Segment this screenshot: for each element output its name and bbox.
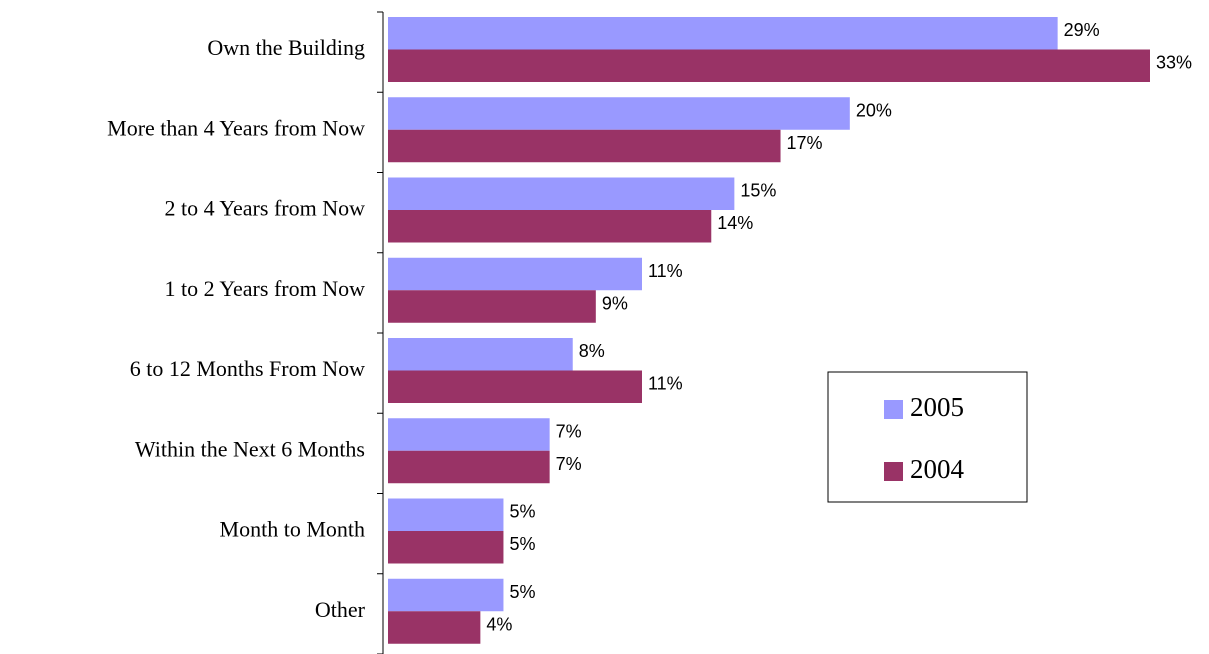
category-label: Month to Month	[220, 517, 365, 542]
legend-swatch	[884, 400, 903, 419]
legend-label: 2004	[910, 454, 965, 484]
value-label: 8%	[579, 341, 605, 361]
bar	[388, 177, 735, 210]
category-label: Within the Next 6 Months	[135, 436, 365, 461]
category-label: More than 4 Years from Now	[107, 115, 365, 140]
bar	[388, 531, 504, 564]
value-label: 4%	[486, 614, 512, 634]
bar	[388, 129, 781, 163]
legend-box	[827, 371, 1028, 503]
legend-swatch	[884, 462, 903, 481]
value-label: 15%	[740, 181, 776, 201]
bar	[388, 290, 596, 323]
bar	[388, 97, 850, 130]
bar	[388, 418, 550, 451]
bar	[388, 450, 550, 484]
legend-label: 2005	[910, 392, 964, 422]
value-label: 7%	[556, 454, 582, 474]
bar	[388, 338, 573, 371]
bar	[388, 370, 642, 403]
category-label: 2 to 4 Years from Now	[165, 196, 366, 221]
value-label: 9%	[602, 293, 628, 313]
bar	[388, 578, 504, 612]
value-label: 11%	[648, 374, 683, 394]
category-label: 1 to 2 Years from Now	[165, 276, 366, 301]
value-label: 5%	[509, 502, 535, 522]
value-label: 7%	[556, 421, 582, 441]
bar	[388, 257, 642, 291]
value-label: 29%	[1064, 20, 1100, 40]
value-label: 5%	[509, 534, 535, 554]
category-label: 6 to 12 Months From Now	[130, 356, 365, 381]
value-label: 20%	[856, 100, 892, 120]
category-label: Other	[315, 597, 366, 622]
value-label: 11%	[648, 261, 683, 281]
category-label: Own the Building	[207, 35, 365, 60]
bar	[388, 210, 712, 243]
bar	[388, 17, 1058, 50]
bar	[388, 611, 481, 644]
value-label: 33%	[1156, 53, 1192, 73]
value-label: 14%	[717, 213, 753, 233]
bar	[388, 49, 1150, 82]
bar	[388, 498, 504, 531]
value-label: 17%	[787, 133, 823, 153]
value-label: 5%	[509, 582, 535, 602]
